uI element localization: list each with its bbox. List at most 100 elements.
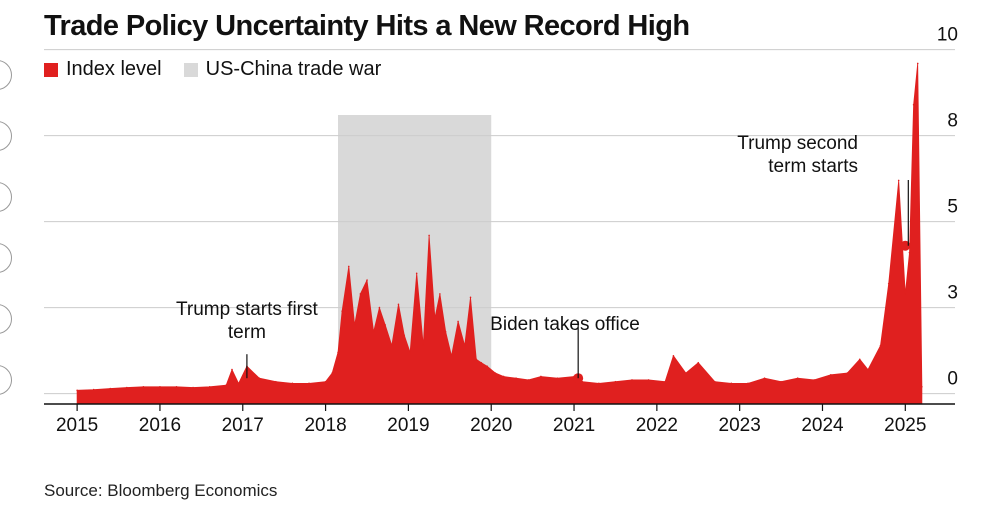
data-point [403,334,406,337]
data-point [92,388,95,391]
data-point [897,179,900,182]
data-point [614,380,617,383]
data-point [347,265,350,268]
data-point [324,380,327,383]
data-point [366,279,368,281]
data-point [486,365,488,367]
data-point [697,361,700,364]
annotation-label: Trump second [737,133,858,154]
data-point [142,386,145,388]
data-point [372,330,375,333]
x-tick-label: 2020 [470,415,512,436]
data-point [912,103,915,106]
legend-label-war: US-China trade war [205,58,382,80]
y-tick-label: 3 [947,283,958,304]
data-point [780,380,782,383]
data-point [916,62,919,65]
data-point [502,375,505,378]
data-point [384,324,387,326]
data-point [192,386,194,389]
data-point [397,303,400,306]
data-point [341,310,343,312]
y-tick-label: 5 [947,197,958,218]
data-point [275,380,277,383]
legend-label-index: Index level [66,58,162,80]
annotation-label: term [228,322,266,343]
data-point [527,379,530,381]
data-point [867,368,869,371]
data-point [921,386,923,388]
data-point [556,377,559,380]
data-point [337,351,339,354]
data-point [391,344,393,347]
data-point [409,351,411,354]
data-point [730,382,733,385]
data-point [126,386,128,389]
annotation-label: term starts [768,156,858,177]
data-point [879,344,882,347]
data-point [540,375,542,378]
x-tick-label: 2024 [801,415,844,436]
chart-plot: 0 3 5 8 10 2015 2016 2017 2018 2019 2020 2021 2022 20… [44,25,958,436]
legend-item-war: US-China trade war [183,58,382,81]
series-area-index-level [76,63,923,405]
data-point [887,282,890,285]
data-point [598,382,600,385]
data-point [450,355,453,357]
scroll-edge-marks [0,60,12,426]
chart-title: Trade Policy Uncertainty Hits a New Reco… [44,10,690,42]
data-point [434,317,436,319]
data-point [672,355,675,357]
x-tick-label: 2023 [719,415,761,436]
data-point [76,389,78,392]
data-point [475,358,478,361]
data-point [494,372,497,374]
data-point [858,358,861,361]
data-point [231,368,233,371]
x-tick-label: 2019 [387,415,429,436]
war-swatch [183,62,198,77]
data-point [109,387,112,390]
data-point [258,377,261,380]
data-point [463,344,466,347]
data-point [457,320,459,323]
x-tick-label: 2017 [222,415,264,436]
x-tick-label: 2015 [56,415,98,436]
data-point [469,296,472,299]
data-point [353,324,356,326]
data-point [378,306,381,309]
y-tick-label: 8 [947,111,958,132]
legend-item-index: Index level [44,58,162,81]
data-point [308,382,310,385]
data-point [763,377,766,380]
data-point [237,382,240,385]
data-point [813,379,816,381]
data-point [904,293,907,295]
data-point [291,382,294,385]
x-tick-label: 2022 [636,415,678,436]
data-point [422,344,425,347]
data-point [359,293,362,295]
data-point [439,293,441,295]
legend: Index level US-China trade war [44,58,403,81]
data-point [208,386,211,388]
x-tick-label: 2025 [884,415,926,436]
data-point [480,361,483,364]
data-point [159,386,161,388]
data-point [175,386,178,388]
data-point [685,372,687,374]
data-point [747,382,749,385]
data-point [415,272,418,275]
data-point [428,234,430,237]
data-point [714,380,716,383]
annotation-label: Biden takes office [490,314,640,335]
annotation-label: Trump starts first [176,299,319,320]
data-point [796,377,799,380]
data-point [846,372,849,374]
source-note: Source: Bloomberg Economics [44,481,278,500]
index-swatch [44,62,58,77]
y-tick-label: 0 [947,369,958,390]
data-point [908,251,911,254]
data-point [515,377,517,380]
data-point [829,373,832,376]
